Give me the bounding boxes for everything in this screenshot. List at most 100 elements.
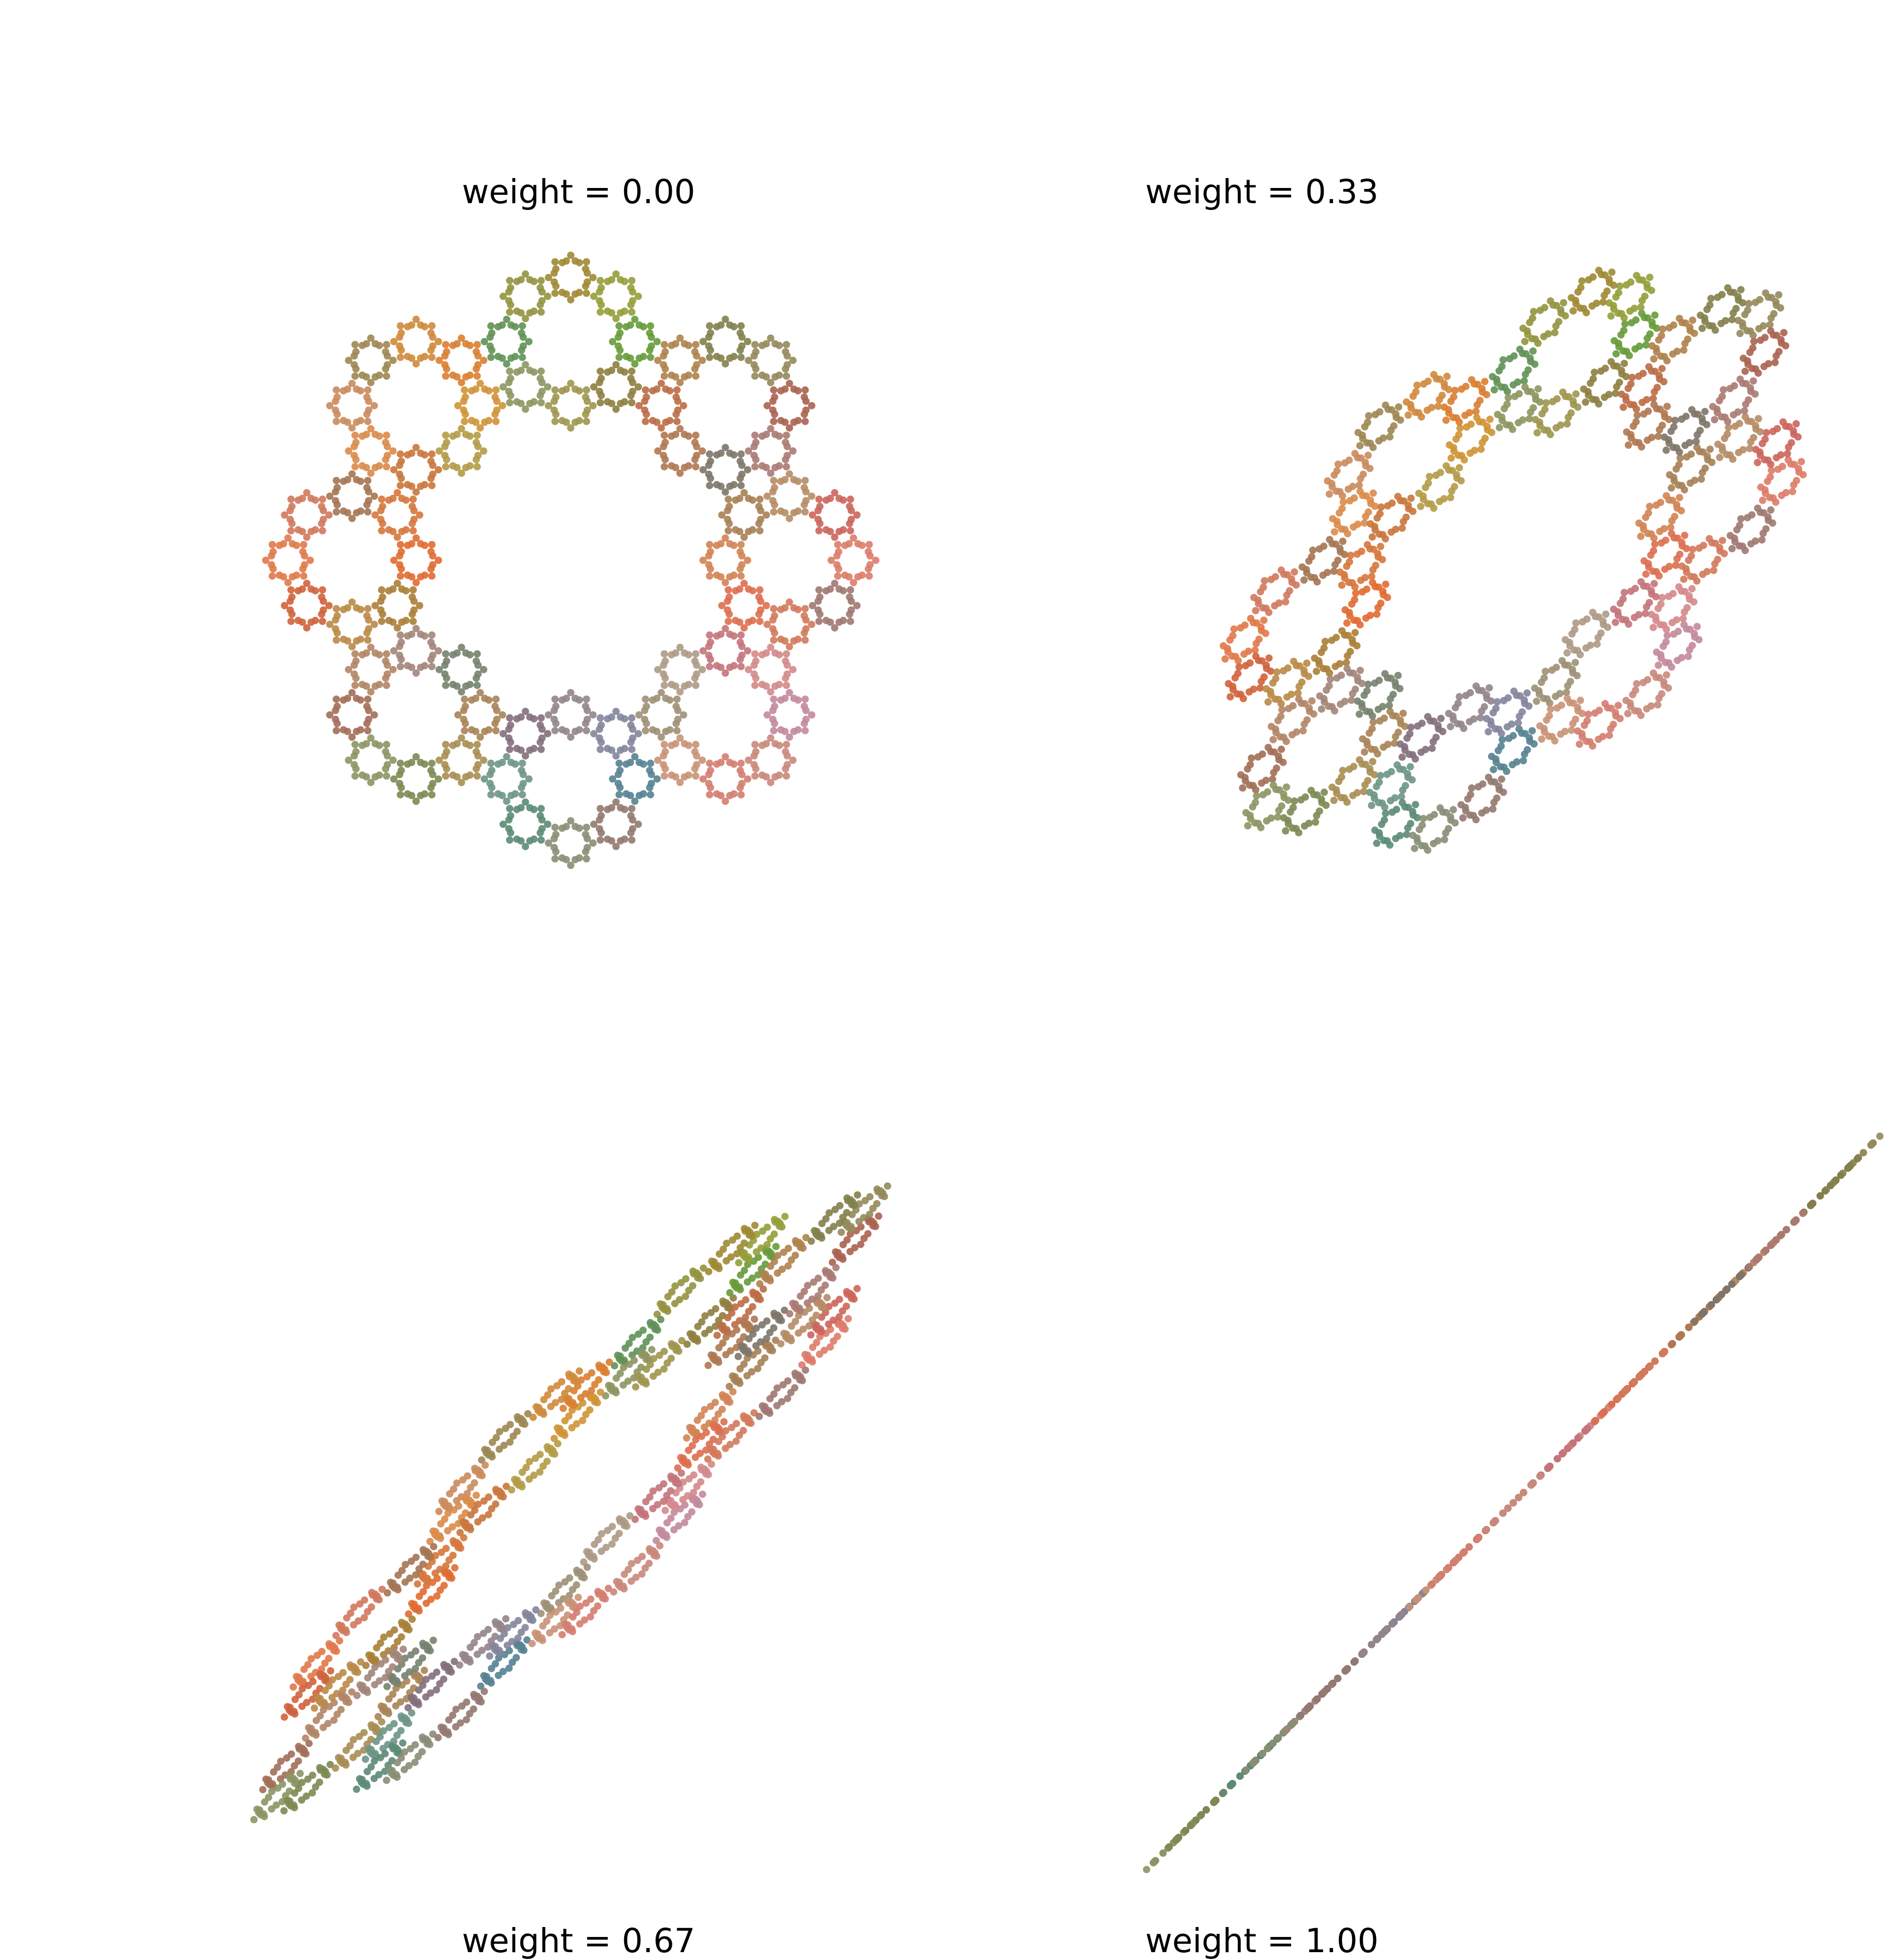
scatter-point [1493, 794, 1501, 802]
scatter-point [718, 1391, 726, 1399]
scatter-point [396, 353, 404, 361]
scatter-point [660, 442, 668, 450]
scatter-point [1624, 710, 1632, 717]
scatter-point [397, 1712, 405, 1720]
scatter-point [442, 463, 450, 471]
scatter-point [339, 387, 347, 395]
scatter-point [769, 397, 777, 405]
scatter-point [405, 1668, 413, 1676]
scatter-point [348, 380, 356, 387]
scatter-point [512, 790, 519, 798]
scatter-point [1477, 445, 1485, 453]
scatter-point [715, 1437, 723, 1445]
scatter-point [589, 274, 597, 281]
scatter-point [1668, 530, 1676, 537]
scatter-point [737, 759, 745, 767]
scatter-point [1364, 777, 1372, 784]
scatter-point [343, 509, 351, 517]
scatter-point [1529, 404, 1537, 412]
scatter-point [488, 346, 496, 354]
scatter-point [705, 643, 713, 650]
scatter-point [1262, 777, 1270, 784]
scatter-point [492, 386, 500, 394]
scatter-point [706, 791, 714, 799]
scatter-point [1542, 668, 1549, 676]
scatter-point [673, 695, 681, 703]
scatter-point [745, 1335, 753, 1343]
scatter-point [307, 585, 315, 593]
scatter-point [441, 442, 449, 450]
scatter-point [461, 719, 469, 727]
scatter-point [488, 784, 496, 791]
scatter-point [478, 1456, 485, 1464]
scatter-point [365, 497, 372, 505]
scatter-point [626, 792, 634, 800]
scatter-point [1668, 663, 1676, 671]
scatter-point [1529, 347, 1537, 355]
scatter-point [489, 1438, 496, 1446]
scatter-point [1597, 629, 1605, 637]
scatter-point [481, 385, 489, 393]
scatter-point [1625, 441, 1632, 449]
scatter-point [473, 650, 481, 658]
scatter-point [730, 571, 738, 579]
scatter-point [1750, 338, 1758, 345]
scatter-point [449, 651, 457, 659]
scatter-point [551, 727, 559, 735]
scatter-point [1476, 396, 1484, 404]
scatter-point [1468, 784, 1476, 792]
scatter-point [1382, 401, 1390, 409]
scatter-point [1500, 405, 1508, 413]
scatter-point [428, 353, 436, 361]
scatter-point [300, 541, 307, 548]
scatter-point [567, 861, 574, 869]
scatter-point [383, 463, 391, 471]
scatter-point [629, 825, 637, 833]
scatter-point [442, 765, 450, 773]
scatter-point [1645, 599, 1653, 606]
scatter-point [843, 1288, 850, 1295]
scatter-point [442, 341, 450, 349]
scatter-point [383, 670, 391, 678]
scatter-point [303, 489, 311, 496]
scatter-point [519, 780, 527, 788]
scatter-point [1663, 357, 1671, 364]
scatter-point [653, 418, 661, 426]
scatter-point [873, 1185, 881, 1193]
scatter-point [660, 650, 668, 658]
scatter-point [737, 322, 745, 330]
scatter-point [507, 392, 515, 400]
scatter-point [471, 1465, 479, 1472]
scatter-point [1627, 319, 1635, 327]
scatter-point [481, 694, 489, 702]
scatter-point [783, 451, 791, 459]
scatter-plot [1143, 1132, 1884, 1874]
scatter-point [758, 651, 766, 659]
scatter-point [281, 511, 289, 519]
scatter-point [473, 740, 481, 748]
scatter-point [348, 515, 356, 523]
scatter-point [383, 451, 391, 459]
scatter-point [550, 1625, 558, 1633]
scatter-point [1553, 704, 1561, 712]
scatter-point [485, 726, 493, 734]
scatter-point [494, 760, 502, 768]
scatter-point [726, 1289, 734, 1297]
scatter-point [1447, 494, 1455, 502]
scatter-point [638, 1570, 646, 1578]
scatter-point [342, 1629, 350, 1636]
scatter-point [1407, 820, 1414, 827]
scatter-point [769, 616, 777, 624]
scatter-point [845, 573, 853, 581]
scatter-point [1691, 477, 1699, 484]
scatter-point [291, 1696, 299, 1703]
scatter-plot [1219, 267, 1807, 854]
scatter-point [544, 821, 551, 828]
scatter-point [1470, 715, 1478, 723]
scatter-point [1749, 377, 1757, 385]
scatter-point [518, 791, 526, 799]
scatter-point [367, 734, 375, 742]
scatter-point [739, 1426, 747, 1434]
scatter-point [1698, 475, 1705, 483]
scatter-point [726, 759, 734, 766]
